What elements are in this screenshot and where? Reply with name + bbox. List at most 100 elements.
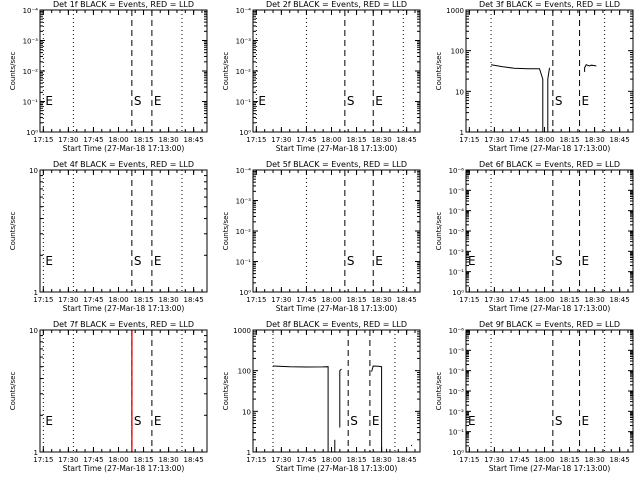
panel-title: Det 7f BLACK = Events, RED = LLD — [53, 320, 194, 329]
x-tick-label: 18:45 — [397, 296, 417, 304]
x-tick-label: 18:00 — [108, 456, 128, 464]
x-tick-label: 18:45 — [184, 136, 204, 144]
panel-title: Det 2f BLACK = Events, RED = LLD — [266, 0, 407, 9]
x-tick-label: 18:15 — [559, 456, 579, 464]
x-axis-label: Start Time (27-Mar-18 17:13:00) — [276, 464, 398, 473]
x-tick-label: 17:45 — [509, 136, 529, 144]
x-tick-label: 18:15 — [559, 296, 579, 304]
x-tick-label: 17:45 — [83, 456, 103, 464]
panel-title: Det 1f BLACK = Events, RED = LLD — [53, 0, 194, 9]
detector-panel-2: Det 2f BLACK = Events, RED = LLD E S E 10⁰ 10… — [222, 0, 421, 153]
panel-title: Det 9f BLACK = Events, RED = LLD — [479, 320, 620, 329]
detector-panel-6: Det 6f BLACK = Events, RED = LLD E S E 10⁰ 10… — [435, 160, 634, 313]
x-axis-label: Start Time (27-Mar-18 17:13:00) — [63, 464, 185, 473]
marker-label: E — [582, 94, 590, 108]
x-axis-label: Start Time (27-Mar-18 17:13:00) — [63, 144, 185, 153]
x-tick-label: 18:15 — [346, 456, 366, 464]
x-tick-label: 17:30 — [271, 456, 291, 464]
x-tick-label: 18:45 — [610, 456, 630, 464]
x-tick-label: 17:30 — [271, 136, 291, 144]
y-tick-label: 10⁻¹ — [449, 429, 465, 437]
marker-label: S — [347, 254, 355, 268]
series-line-1 — [272, 365, 329, 452]
y-tick-label: 10⁻¹ — [236, 99, 252, 107]
marker-label: E — [582, 254, 590, 268]
marker-label: E — [258, 94, 266, 108]
x-tick-label: 17:45 — [509, 456, 529, 464]
marker-label: E — [154, 94, 162, 108]
x-tick-label: 17:30 — [484, 296, 504, 304]
series-line-1 — [491, 64, 544, 132]
y-tick-label: 10⁻² — [449, 248, 465, 256]
plot-frame — [252, 169, 421, 293]
marker-label: E — [154, 254, 162, 268]
x-tick-label: 17:45 — [296, 296, 316, 304]
y-tick-label: 10⁻³ — [449, 228, 465, 236]
y-tick-label: 100 — [451, 48, 464, 56]
x-tick-label: 18:30 — [584, 296, 604, 304]
x-tick-label: 18:45 — [610, 136, 630, 144]
panel-title: Det 4f BLACK = Events, RED = LLD — [53, 160, 194, 169]
y-axis-label: Counts/sec — [9, 372, 17, 411]
x-tick-label: 17:15 — [459, 136, 479, 144]
y-tick-label: 10⁻³ — [236, 198, 252, 206]
x-tick-label: 17:15 — [33, 456, 53, 464]
y-tick-label: 1 — [460, 129, 464, 137]
x-tick-label: 17:15 — [246, 136, 266, 144]
x-tick-label: 18:15 — [346, 136, 366, 144]
y-tick-label: 10⁻¹ — [449, 269, 465, 277]
x-tick-label: 18:45 — [397, 136, 417, 144]
x-tick-label: 18:30 — [158, 136, 178, 144]
x-tick-label: 18:30 — [371, 296, 391, 304]
x-tick-label: 18:30 — [584, 456, 604, 464]
x-tick-label: 18:45 — [397, 456, 417, 464]
plot-frame — [465, 9, 634, 133]
marker-label: S — [134, 414, 142, 428]
marker-label: E — [375, 254, 383, 268]
plot-frame — [39, 329, 208, 453]
panel-title: Det 6f BLACK = Events, RED = LLD — [479, 160, 620, 169]
x-tick-label: 17:30 — [484, 136, 504, 144]
marker-label: E — [375, 94, 383, 108]
y-tick-label: 10⁰ — [26, 129, 38, 137]
y-tick-label: 1 — [34, 289, 38, 297]
y-tick-label: 10⁰ — [452, 449, 464, 457]
marker-label: S — [555, 414, 563, 428]
x-tick-label: 18:45 — [184, 456, 204, 464]
series-line-1 — [547, 67, 550, 132]
x-tick-label: 17:30 — [484, 456, 504, 464]
y-tick-label: 10⁻¹ — [23, 99, 39, 107]
x-tick-label: 18:00 — [108, 136, 128, 144]
y-tick-label: 1000 — [446, 7, 464, 15]
x-tick-label: 17:15 — [459, 296, 479, 304]
y-tick-label: 10⁻⁵ — [449, 187, 465, 195]
series-line-1 — [339, 368, 342, 428]
x-tick-label: 17:45 — [83, 296, 103, 304]
detector-panel-5: Det 5f BLACK = Events, RED = LLD S E 10⁰ 10⁻… — [222, 160, 421, 313]
marker-label: S — [134, 254, 142, 268]
x-tick-label: 17:15 — [33, 136, 53, 144]
y-tick-label: 10⁻⁴ — [449, 208, 465, 216]
detector-panel-3: Det 3f BLACK = Events, RED = LLD S E 1 10 100… — [435, 0, 634, 153]
x-tick-label: 18:15 — [133, 296, 153, 304]
x-tick-label: 18:30 — [158, 296, 178, 304]
y-tick-label: 10⁻⁴ — [236, 7, 252, 15]
x-tick-label: 18:30 — [371, 136, 391, 144]
y-axis-label: Counts/sec — [435, 52, 443, 91]
x-tick-label: 18:15 — [133, 136, 153, 144]
x-axis-label: Start Time (27-Mar-18 17:13:00) — [276, 144, 398, 153]
marker-label: S — [555, 94, 563, 108]
y-tick-label: 10 — [29, 327, 38, 335]
marker-label: E — [45, 94, 53, 108]
x-axis-label: Start Time (27-Mar-18 17:13:00) — [489, 144, 611, 153]
x-tick-label: 17:30 — [58, 296, 78, 304]
marker-label: S — [555, 254, 563, 268]
y-tick-label: 10 — [455, 88, 464, 96]
x-tick-label: 18:00 — [108, 296, 128, 304]
y-tick-label: 1000 — [233, 327, 251, 335]
x-tick-label: 17:15 — [246, 456, 266, 464]
x-tick-label: 18:00 — [534, 296, 554, 304]
